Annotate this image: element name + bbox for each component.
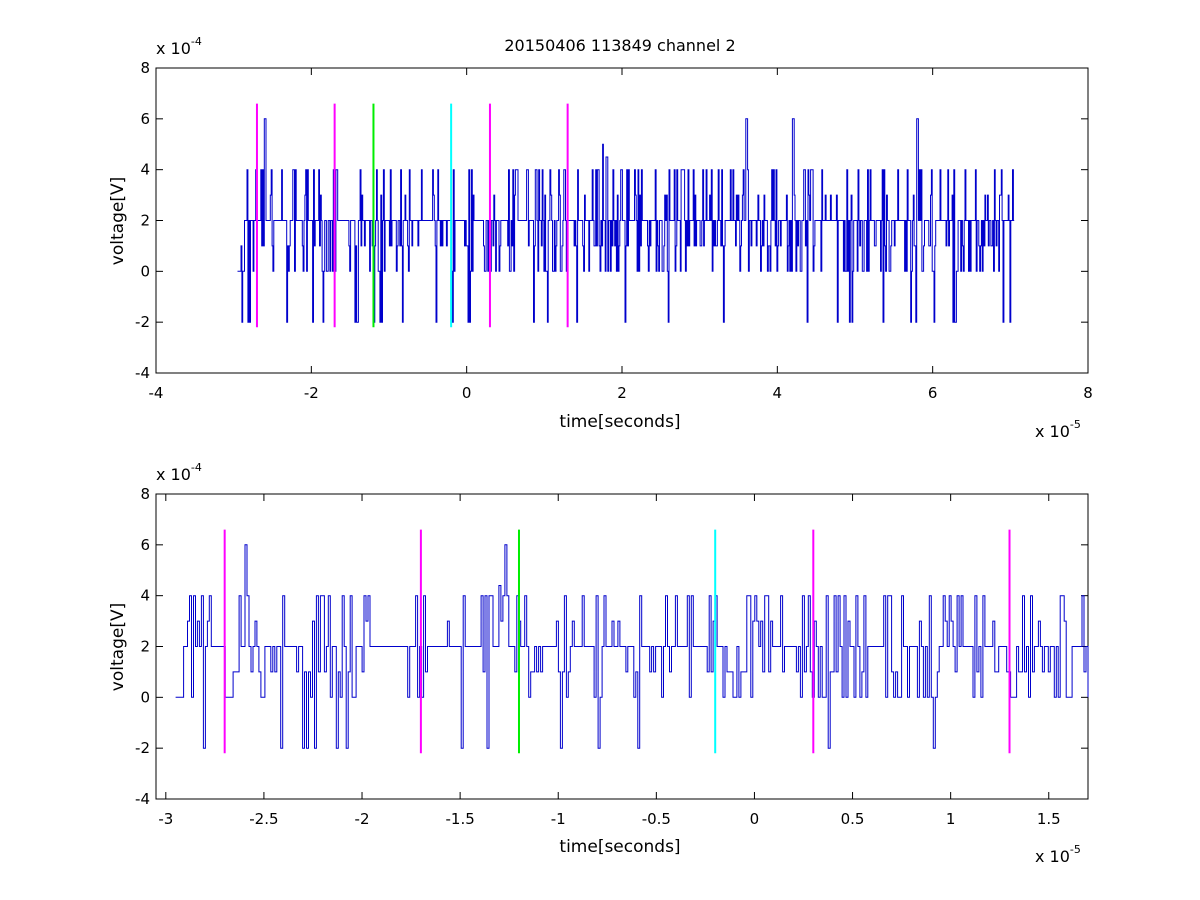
x-tick-label: 8 (1083, 384, 1093, 402)
y-tick-label: 0 (140, 262, 150, 280)
x-tick-label: -3 (158, 810, 173, 828)
svg-text:x 10-5: x 10-5 (1035, 843, 1081, 866)
x-tick-label: -0.5 (642, 810, 671, 828)
x-tick-label: -1 (551, 810, 566, 828)
y-multiplier: x 10 (156, 465, 191, 484)
x-exponent-label: x 10-5 (1035, 843, 1081, 866)
y-tick-label: 2 (140, 638, 150, 656)
x-exponent-label: x 10-5 (1035, 418, 1081, 441)
y-exponent-label: x 10-4 (156, 35, 202, 58)
x-tick-label: -2 (355, 810, 370, 828)
x-multiplier: x 10 (1035, 847, 1070, 866)
y-axis-label: voltage[V] (108, 603, 128, 691)
plot-bottom: x 10-4 -3 -2.5 -2 -1.5 -1 -0.5 0 0.5 1 1.5-4-2024… (108, 461, 1089, 866)
y-tick-label: 8 (140, 485, 150, 503)
y-exponent-label: x 10-4 (156, 461, 202, 484)
x-tick-label: 6 (928, 384, 938, 402)
x-tick-label: -2 (304, 384, 319, 402)
x-tick-label: 0 (750, 810, 760, 828)
svg-text:x 10-4: x 10-4 (156, 35, 202, 58)
y-tick-label: -4 (135, 790, 150, 808)
x-tick-label: 1 (946, 810, 956, 828)
x-multiplier: x 10 (1035, 422, 1070, 441)
y-tick-label: -2 (135, 313, 150, 331)
x-axis-label: time[seconds] (559, 412, 680, 432)
y-tick-label: 6 (140, 110, 150, 128)
x-tick-label: 2 (617, 384, 627, 402)
plot-top: 20150406 113849 channel 2 x 10-4 -4 -2 0 2 4… (108, 35, 1093, 441)
svg-text:x 10-4: x 10-4 (156, 461, 202, 484)
y-tick-label: 6 (140, 536, 150, 554)
y-tick-label: -2 (135, 739, 150, 757)
x-exponent: -5 (1070, 843, 1081, 856)
plot-area-top: -4 -2 0 2 4 6 8 -4 -2 0 2 4 6 8 (135, 59, 1093, 402)
y-exponent: -4 (191, 461, 202, 474)
x-tick-label: 0 (462, 384, 472, 402)
x-axis-label: time[seconds] (559, 837, 680, 857)
y-tick-label: 8 (140, 59, 150, 77)
x-tick-label: 0.5 (841, 810, 865, 828)
y-axis-label: voltage[V] (108, 177, 128, 265)
x-tick-label: -1.5 (445, 810, 474, 828)
x-tick-label: 4 (773, 384, 783, 402)
x-tick-label: -2.5 (249, 810, 278, 828)
y-tick-label: -4 (135, 364, 150, 382)
plot-area-bottom: -3 -2.5 -2 -1.5 -1 -0.5 0 0.5 1 1.5 -4 -2 0 2 4 6 8 (135, 485, 1089, 828)
signal-trace (175, 544, 1089, 749)
svg-text:x 10-5: x 10-5 (1035, 418, 1081, 441)
y-tick-label: 0 (140, 688, 150, 706)
y-tick-label: 2 (140, 212, 150, 230)
x-exponent: -5 (1070, 418, 1081, 431)
x-tick-label: 1.5 (1037, 810, 1061, 828)
chart-title: 20150406 113849 channel 2 (504, 36, 735, 55)
y-tick-label: 4 (140, 161, 150, 179)
y-multiplier: x 10 (156, 39, 191, 58)
y-exponent: -4 (191, 35, 202, 48)
x-tick-label: -4 (149, 384, 164, 402)
y-tick-label: 4 (140, 587, 150, 605)
